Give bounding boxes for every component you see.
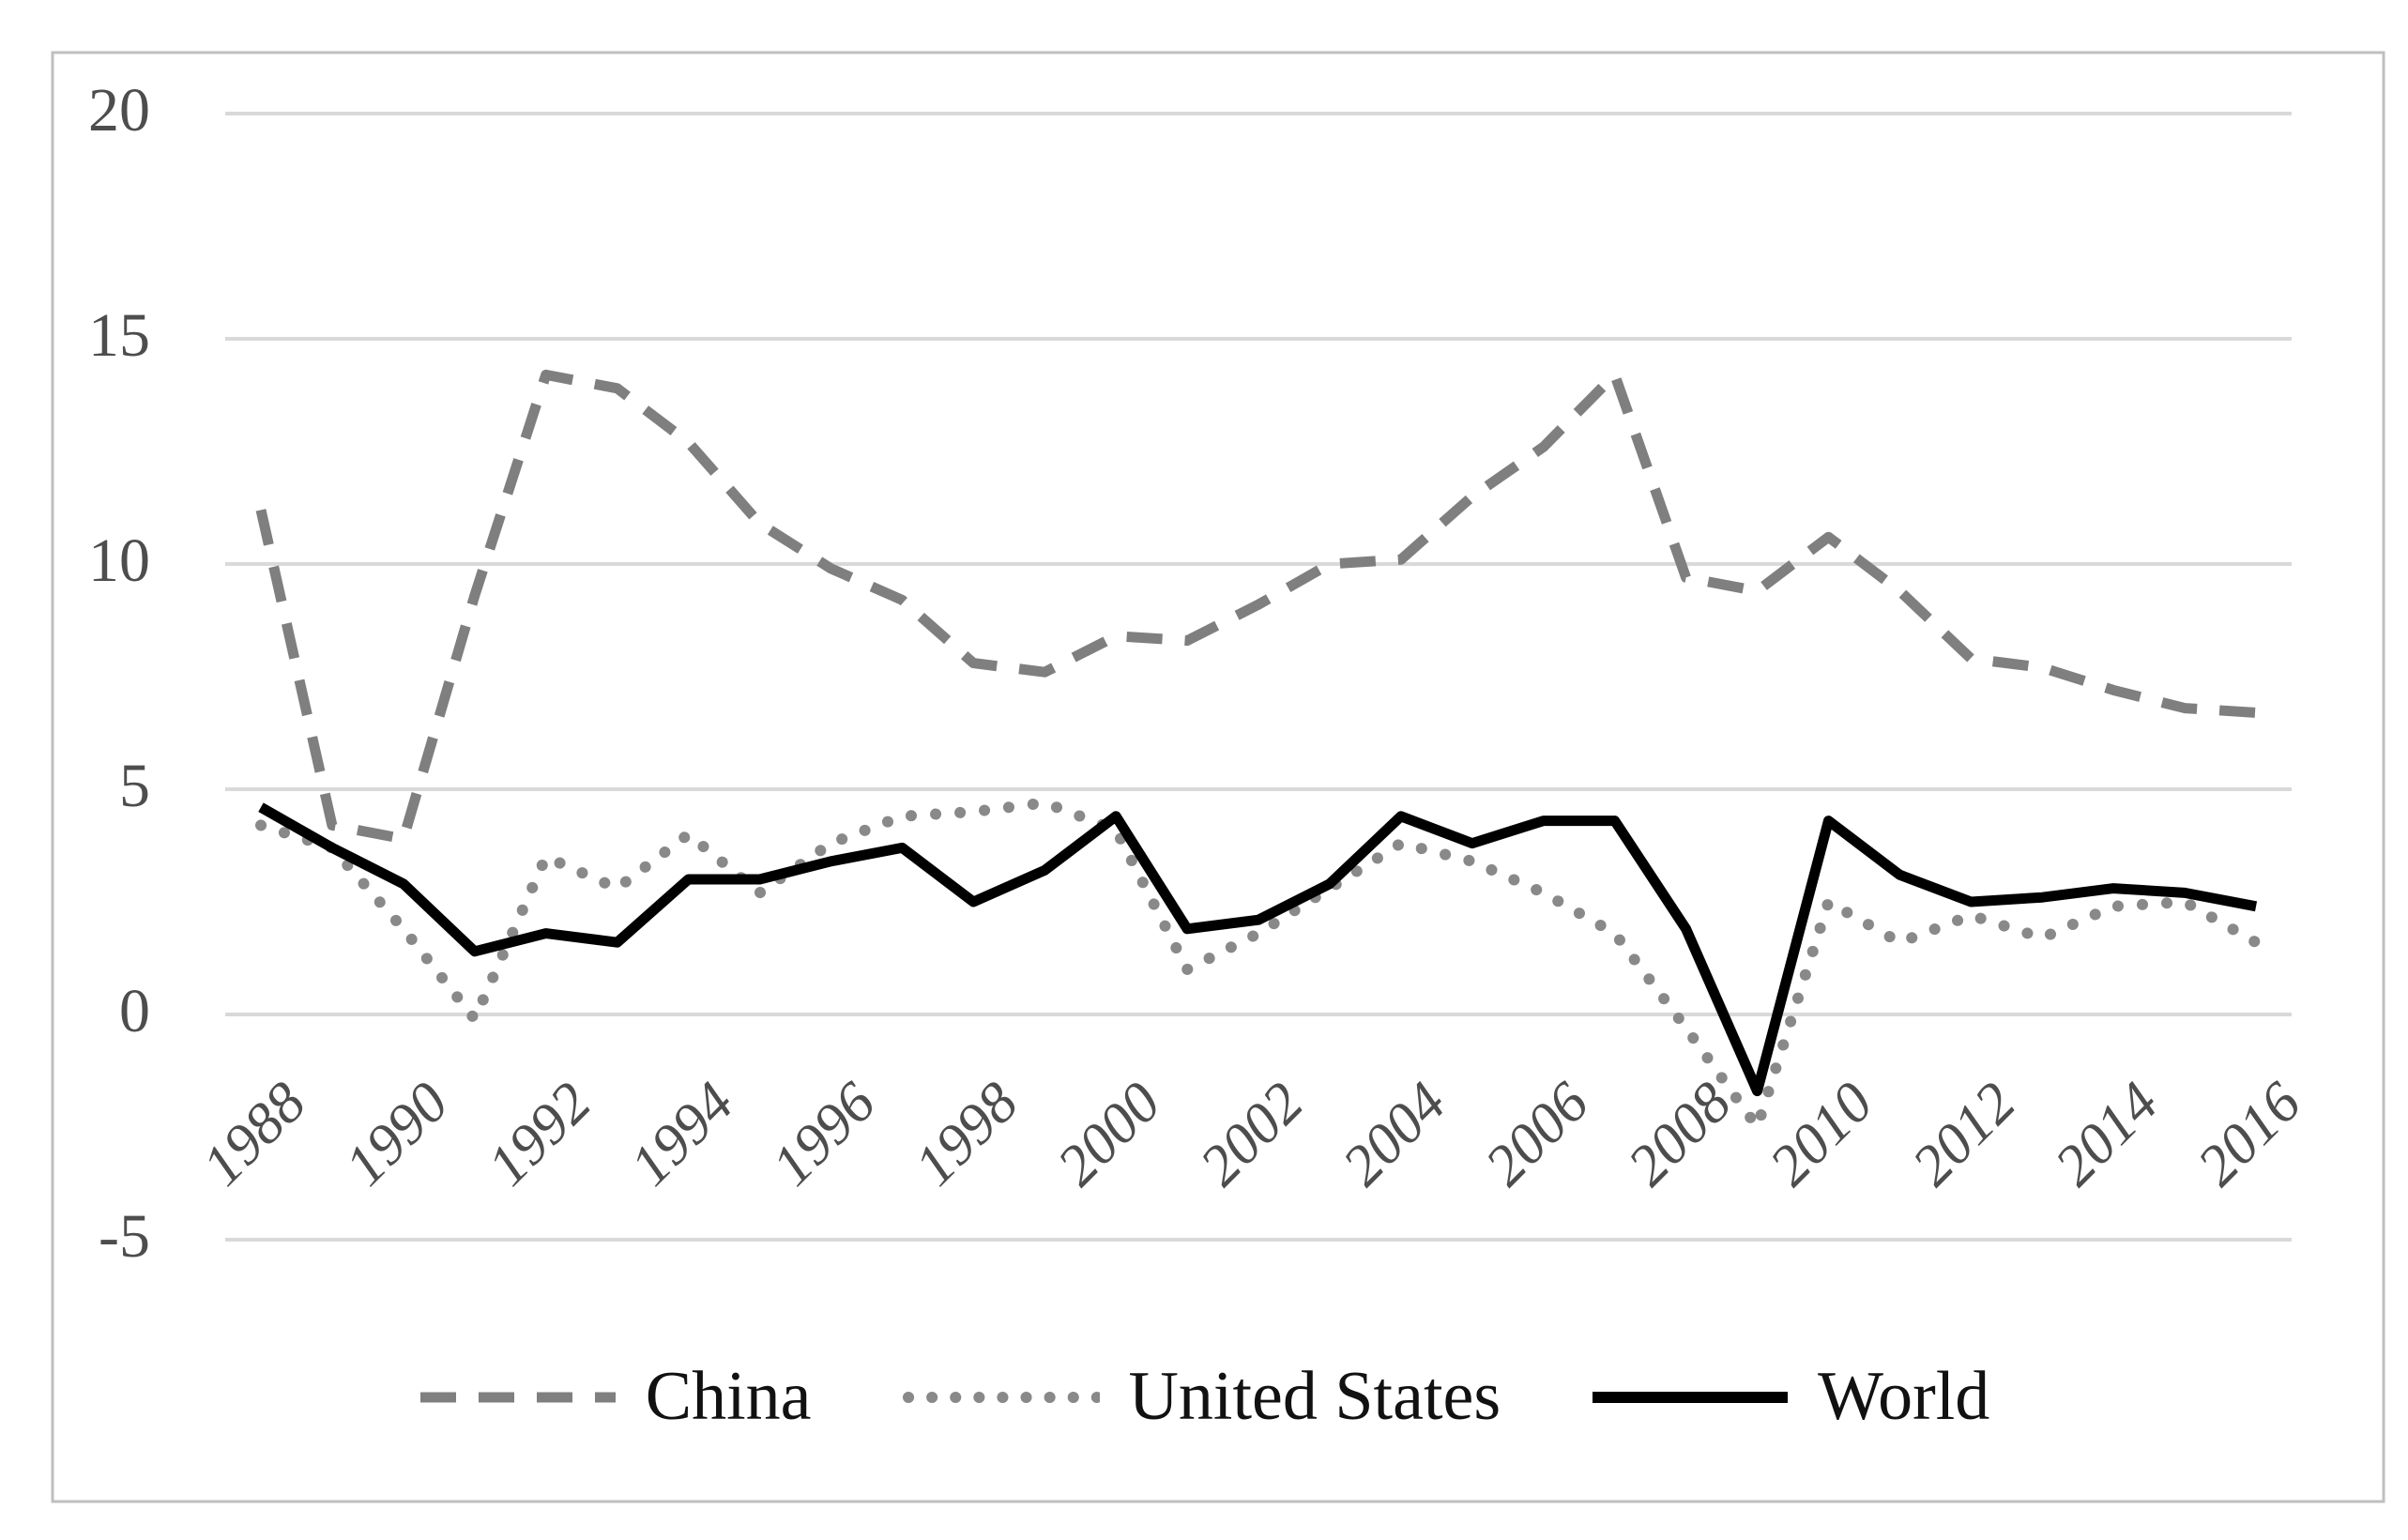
china-dashed-line-icon <box>419 1392 616 1402</box>
world-solid-line-icon <box>1593 1391 1789 1403</box>
y-axis-tick-label: 0 <box>119 976 150 1045</box>
legend: China United States World <box>0 1357 2408 1437</box>
legend-item-world: World <box>1591 1357 1989 1437</box>
legend-item-united-states: United States <box>901 1357 1501 1437</box>
china-line <box>255 369 2257 845</box>
y-axis-tick-label: 15 <box>88 300 150 370</box>
figure-border <box>51 51 2385 1503</box>
united-states-dotted-line-icon <box>903 1391 1101 1403</box>
y-axis-tick-label: 20 <box>88 75 150 145</box>
legend-label-united-states: United States <box>1128 1358 1501 1435</box>
legend-item-china: China <box>419 1357 812 1437</box>
world-line <box>258 802 2258 1097</box>
legend-label-world: World <box>1818 1358 1990 1435</box>
y-axis-tick-label: 5 <box>119 751 150 820</box>
legend-label-china: China <box>645 1358 812 1435</box>
y-axis-tick-label: 10 <box>88 526 150 595</box>
y-axis-tick-label: -5 <box>99 1201 150 1271</box>
